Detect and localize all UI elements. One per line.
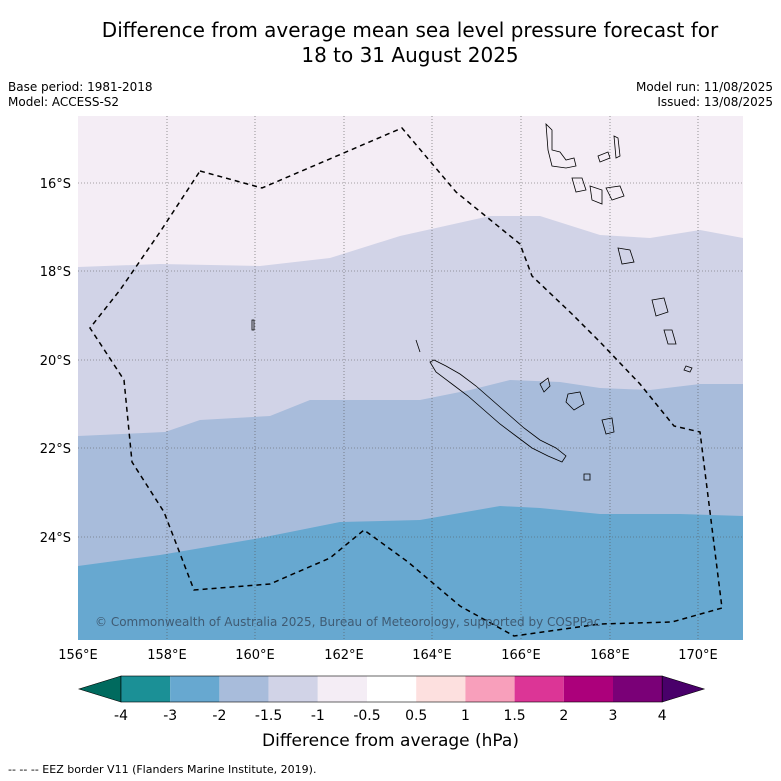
lon-label: 158°E [147,648,187,663]
colorbar-tick-label: -4 [114,708,128,724]
colorbar-swatch [563,676,613,702]
colorbar-tick-label: -1 [311,708,325,724]
model-name: Model: ACCESS-S2 [8,95,120,109]
lon-label: 156°E [58,648,98,663]
title-line-2: 18 to 31 August 2025 [301,43,519,67]
colorbar-swatch [465,676,515,702]
copyright-text: © Commonwealth of Australia 2025, Bureau… [95,615,600,629]
title-line-1: Difference from average mean sea level p… [101,18,719,42]
map-title: Difference from average mean sea level p… [0,18,781,68]
lon-label: 160°E [235,648,275,663]
gridlines [78,116,743,640]
lat-labels: 16°S 18°S 20°S 22°S 24°S [40,177,71,546]
base-period: Base period: 1981-2018 [8,80,153,94]
colorbar-tick-label: -1.5 [255,708,282,724]
colorbar-title: Difference from average (hPa) [262,731,519,751]
colorbar-swatch [317,676,367,702]
colorbar-extend-low [77,675,122,703]
colorbar-swatch [268,676,318,702]
colorbar-tick-label: 2 [559,708,568,724]
band-minus-3 [78,506,743,640]
coastlines [251,122,693,481]
loyalty-islands [539,377,615,481]
colorbar-swatch [121,676,171,702]
lon-label: 166°E [501,648,541,663]
colorbar-swatch [367,676,417,702]
colorbar-swatch [170,676,220,702]
new-caledonia-outline [415,339,567,463]
lat-label: 18°S [40,265,71,280]
lon-label: 162°E [324,648,364,663]
chesterfield-islands [251,319,255,331]
colorbar-swatch [514,676,564,702]
meta-right: Model run: 11/08/2025 Issued: 13/08/2025 [636,80,773,110]
colorbar-tick-label: 1.5 [503,708,525,724]
colorbar-tick-label: -2 [212,708,226,724]
colorbar-swatch [416,676,466,702]
colorbar-tick-label: 4 [658,708,667,724]
lon-label: 164°E [412,648,452,663]
colorbar-tick-label: 3 [609,708,618,724]
lon-labels: 156°E 158°E 160°E 162°E 164°E 166°E 168°… [58,648,718,663]
colorbar-swatch [613,676,663,702]
colorbar-tick-label: 1 [461,708,470,724]
colorbar-tick-label: -3 [163,708,177,724]
lat-label: 16°S [40,177,71,192]
colorbar-swatch [219,676,269,702]
lat-label: 20°S [40,354,71,369]
map-field [78,116,743,640]
lon-label: 170°E [678,648,718,663]
meta-left: Base period: 1981-2018 Model: ACCESS-S2 [8,80,153,110]
colorbar-extend-high [661,675,706,703]
colorbar-frame [120,675,663,703]
vanuatu-islands [545,122,693,373]
colorbar-tick-label: -0.5 [353,708,380,724]
eez-border [89,127,723,637]
lat-label: 24°S [40,531,71,546]
colorbar: -4 -3 -2 -1.5 -1 -0.5 0.5 1 1.5 2 3 4 [77,675,706,724]
model-run: Model run: 11/08/2025 [635,80,773,94]
eez-legend-note: -- -- -- EEZ border V11 (Flanders Marine… [8,763,317,776]
lat-label: 22°S [40,442,71,457]
colorbar-tick-label: 0.5 [405,708,427,724]
issued-date: Issued: 13/08/2025 [657,95,773,109]
lon-label: 168°E [590,648,630,663]
